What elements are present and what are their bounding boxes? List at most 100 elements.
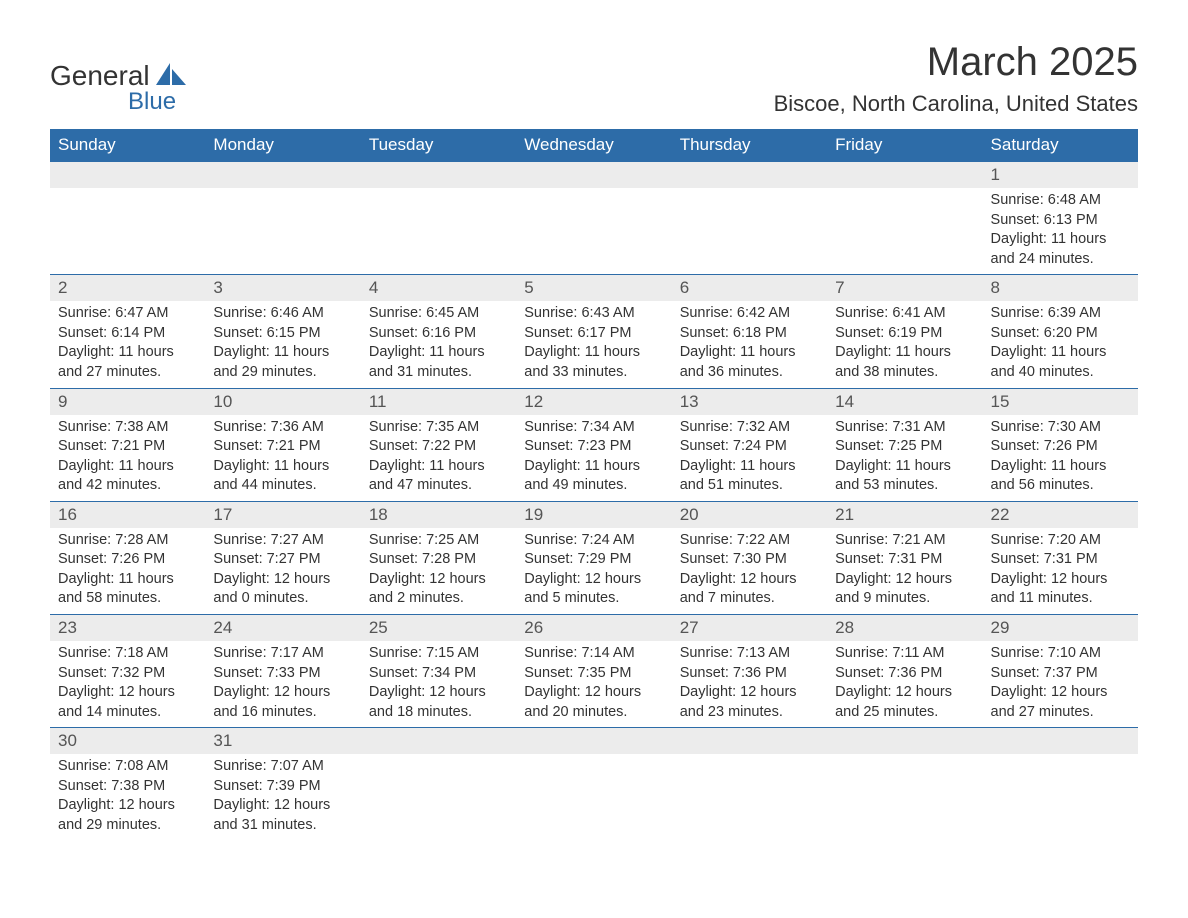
sunset-line: Sunset: 6:19 PM — [835, 324, 974, 344]
daylight-line-1: Daylight: 11 hours — [835, 457, 974, 477]
day-detail-cell: Sunrise: 7:22 AMSunset: 7:30 PMDaylight:… — [672, 528, 827, 615]
sunset-line: Sunset: 7:35 PM — [524, 664, 663, 684]
sunset-line: Sunset: 7:36 PM — [835, 664, 974, 684]
sunrise-line: Sunrise: 7:24 AM — [524, 531, 663, 551]
daylight-line-1: Daylight: 11 hours — [58, 343, 197, 363]
day-number-row: 23242526272829 — [50, 615, 1138, 642]
day-detail-row: Sunrise: 6:48 AMSunset: 6:13 PMDaylight:… — [50, 188, 1138, 275]
day-number-cell — [361, 162, 516, 189]
day-number-cell: 24 — [205, 615, 360, 642]
daylight-line-1: Daylight: 12 hours — [213, 570, 352, 590]
day-number-cell — [672, 162, 827, 189]
day-detail-cell — [672, 754, 827, 840]
daylight-line-2: and 53 minutes. — [835, 476, 974, 496]
weekday-header: Wednesday — [516, 129, 671, 162]
day-detail-cell: Sunrise: 6:43 AMSunset: 6:17 PMDaylight:… — [516, 301, 671, 388]
daylight-line-2: and 11 minutes. — [991, 589, 1130, 609]
daylight-line-2: and 42 minutes. — [58, 476, 197, 496]
sunrise-line: Sunrise: 7:27 AM — [213, 531, 352, 551]
daylight-line-1: Daylight: 12 hours — [524, 570, 663, 590]
daylight-line-1: Daylight: 12 hours — [213, 796, 352, 816]
sunset-line: Sunset: 7:24 PM — [680, 437, 819, 457]
sunset-line: Sunset: 7:34 PM — [369, 664, 508, 684]
day-number-cell — [672, 728, 827, 755]
day-number-cell: 19 — [516, 501, 671, 528]
day-number-row: 1 — [50, 162, 1138, 189]
weekday-header: Friday — [827, 129, 982, 162]
sunset-line: Sunset: 7:22 PM — [369, 437, 508, 457]
day-detail-row: Sunrise: 7:28 AMSunset: 7:26 PMDaylight:… — [50, 528, 1138, 615]
weekday-header-row: SundayMondayTuesdayWednesdayThursdayFrid… — [50, 129, 1138, 162]
day-detail-row: Sunrise: 6:47 AMSunset: 6:14 PMDaylight:… — [50, 301, 1138, 388]
sunrise-line: Sunrise: 6:45 AM — [369, 304, 508, 324]
day-number-row: 9101112131415 — [50, 388, 1138, 415]
sunrise-line: Sunrise: 7:18 AM — [58, 644, 197, 664]
day-number-cell: 4 — [361, 275, 516, 302]
day-number-cell: 2 — [50, 275, 205, 302]
day-number-cell: 11 — [361, 388, 516, 415]
sunset-line: Sunset: 7:31 PM — [991, 550, 1130, 570]
daylight-line-2: and 9 minutes. — [835, 589, 974, 609]
daylight-line-2: and 2 minutes. — [369, 589, 508, 609]
daylight-line-1: Daylight: 12 hours — [369, 570, 508, 590]
sunrise-line: Sunrise: 7:08 AM — [58, 757, 197, 777]
sunrise-line: Sunrise: 7:10 AM — [991, 644, 1130, 664]
daylight-line-1: Daylight: 12 hours — [369, 683, 508, 703]
daylight-line-2: and 29 minutes. — [213, 363, 352, 383]
sunrise-line: Sunrise: 6:46 AM — [213, 304, 352, 324]
daylight-line-1: Daylight: 11 hours — [991, 230, 1130, 250]
sunrise-line: Sunrise: 7:30 AM — [991, 418, 1130, 438]
sunset-line: Sunset: 7:26 PM — [58, 550, 197, 570]
sunrise-line: Sunrise: 7:25 AM — [369, 531, 508, 551]
daylight-line-2: and 16 minutes. — [213, 703, 352, 723]
daylight-line-1: Daylight: 12 hours — [213, 683, 352, 703]
daylight-line-1: Daylight: 12 hours — [58, 796, 197, 816]
daylight-line-2: and 38 minutes. — [835, 363, 974, 383]
sunrise-line: Sunrise: 7:15 AM — [369, 644, 508, 664]
day-detail-cell: Sunrise: 7:11 AMSunset: 7:36 PMDaylight:… — [827, 641, 982, 728]
daylight-line-1: Daylight: 11 hours — [991, 457, 1130, 477]
day-number-cell — [516, 728, 671, 755]
daylight-line-2: and 23 minutes. — [680, 703, 819, 723]
day-detail-cell: Sunrise: 7:28 AMSunset: 7:26 PMDaylight:… — [50, 528, 205, 615]
day-detail-cell: Sunrise: 7:15 AMSunset: 7:34 PMDaylight:… — [361, 641, 516, 728]
daylight-line-1: Daylight: 11 hours — [58, 570, 197, 590]
day-detail-cell: Sunrise: 7:24 AMSunset: 7:29 PMDaylight:… — [516, 528, 671, 615]
logo: General Blue — [50, 60, 186, 116]
day-number-cell: 23 — [50, 615, 205, 642]
day-number-cell — [827, 162, 982, 189]
day-detail-cell: Sunrise: 7:35 AMSunset: 7:22 PMDaylight:… — [361, 415, 516, 502]
day-detail-cell: Sunrise: 6:47 AMSunset: 6:14 PMDaylight:… — [50, 301, 205, 388]
day-detail-cell: Sunrise: 7:32 AMSunset: 7:24 PMDaylight:… — [672, 415, 827, 502]
weekday-header: Saturday — [983, 129, 1138, 162]
sunrise-line: Sunrise: 7:34 AM — [524, 418, 663, 438]
sunrise-line: Sunrise: 7:13 AM — [680, 644, 819, 664]
sunrise-line: Sunrise: 7:21 AM — [835, 531, 974, 551]
day-number-cell: 14 — [827, 388, 982, 415]
sunrise-line: Sunrise: 7:07 AM — [213, 757, 352, 777]
sunrise-line: Sunrise: 6:48 AM — [991, 191, 1130, 211]
daylight-line-1: Daylight: 12 hours — [991, 570, 1130, 590]
day-number-cell: 13 — [672, 388, 827, 415]
day-detail-cell: Sunrise: 7:36 AMSunset: 7:21 PMDaylight:… — [205, 415, 360, 502]
daylight-line-2: and 20 minutes. — [524, 703, 663, 723]
daylight-line-1: Daylight: 11 hours — [213, 343, 352, 363]
sunset-line: Sunset: 7:31 PM — [835, 550, 974, 570]
day-detail-cell — [827, 188, 982, 275]
daylight-line-1: Daylight: 11 hours — [213, 457, 352, 477]
sunrise-line: Sunrise: 7:28 AM — [58, 531, 197, 551]
sunset-line: Sunset: 7:32 PM — [58, 664, 197, 684]
sunset-line: Sunset: 7:26 PM — [991, 437, 1130, 457]
sunrise-line: Sunrise: 7:32 AM — [680, 418, 819, 438]
daylight-line-2: and 24 minutes. — [991, 250, 1130, 270]
daylight-line-2: and 31 minutes. — [369, 363, 508, 383]
daylight-line-1: Daylight: 12 hours — [991, 683, 1130, 703]
day-number-cell: 8 — [983, 275, 1138, 302]
day-number-cell: 26 — [516, 615, 671, 642]
daylight-line-2: and 0 minutes. — [213, 589, 352, 609]
sunset-line: Sunset: 6:16 PM — [369, 324, 508, 344]
day-detail-cell: Sunrise: 7:07 AMSunset: 7:39 PMDaylight:… — [205, 754, 360, 840]
day-number-row: 16171819202122 — [50, 501, 1138, 528]
daylight-line-2: and 51 minutes. — [680, 476, 819, 496]
weekday-header: Tuesday — [361, 129, 516, 162]
